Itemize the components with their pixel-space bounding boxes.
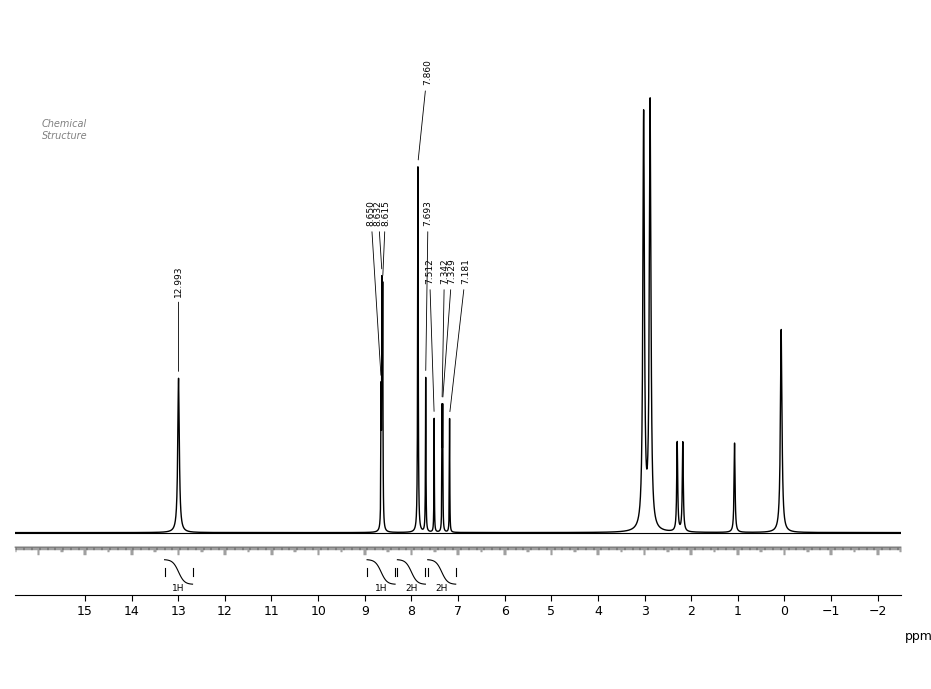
Text: 7.860: 7.860 — [418, 59, 432, 160]
Text: 1H: 1H — [375, 584, 387, 593]
Text: 1H: 1H — [172, 584, 184, 593]
Text: 8.615: 8.615 — [381, 200, 390, 276]
Text: 8.650: 8.650 — [366, 200, 381, 376]
Text: 8.632: 8.632 — [373, 200, 383, 269]
Text: Chemical
Structure: Chemical Structure — [42, 119, 88, 141]
Text: 2H: 2H — [405, 584, 418, 593]
X-axis label: ppm: ppm — [905, 630, 931, 643]
Text: 7.181: 7.181 — [450, 258, 470, 411]
Text: 2H: 2H — [436, 584, 448, 593]
Text: 7.342: 7.342 — [440, 258, 449, 397]
Text: 7.512: 7.512 — [425, 258, 434, 411]
Text: 12.993: 12.993 — [174, 265, 183, 371]
Text: 7.329: 7.329 — [443, 258, 456, 397]
Text: 7.693: 7.693 — [424, 200, 433, 371]
